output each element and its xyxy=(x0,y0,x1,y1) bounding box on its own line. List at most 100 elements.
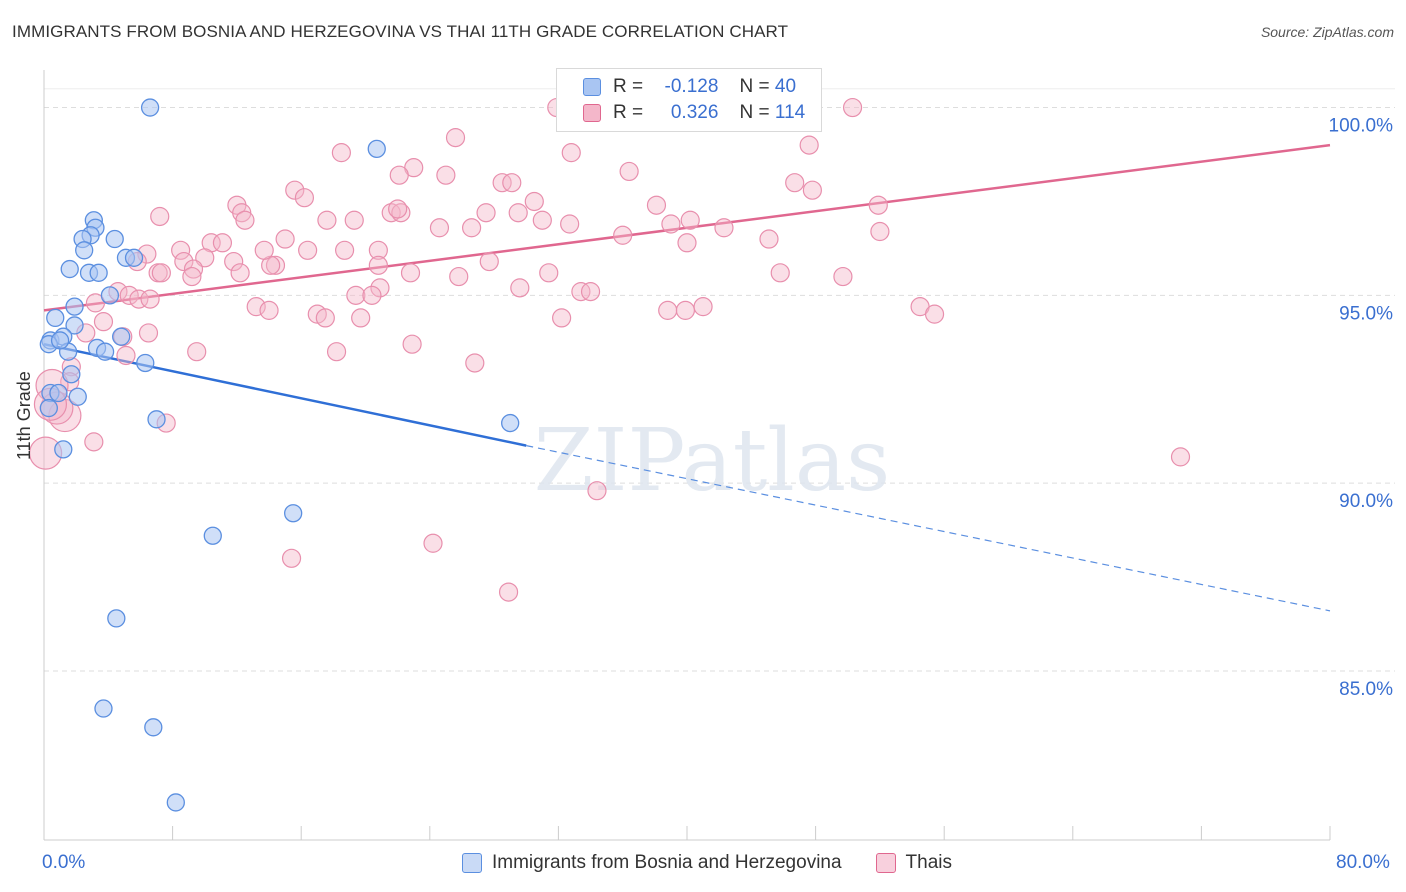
bosnia-point xyxy=(147,410,166,429)
thais-point xyxy=(85,293,106,313)
thais-point xyxy=(362,285,382,305)
legend-row-bosnia: R = -0.128 N = 40 xyxy=(583,75,796,99)
r-label: R = xyxy=(613,102,644,123)
thais-point xyxy=(402,334,422,354)
bosnia-point xyxy=(62,365,81,384)
thais-point xyxy=(799,135,819,155)
bosnia-point xyxy=(112,327,131,346)
y-axis-label: 11th Grade xyxy=(14,371,34,460)
thais-point xyxy=(317,210,337,230)
thais-point xyxy=(84,432,104,452)
grid-lines xyxy=(44,88,1395,672)
thais-point xyxy=(785,173,805,193)
bosnia-point xyxy=(284,504,303,523)
n-label: N = xyxy=(739,102,770,123)
thais-point xyxy=(524,191,544,212)
thais-point xyxy=(129,289,149,309)
thais-point xyxy=(326,342,347,362)
thais-point xyxy=(449,266,469,287)
legend-row-thais: R = 0.326 N = 114 xyxy=(583,101,805,125)
bosnia-point xyxy=(68,387,87,406)
thais-point xyxy=(335,240,355,260)
thais-point xyxy=(174,251,194,272)
thais-point xyxy=(389,165,409,185)
y-tick-label: 95.0% xyxy=(1339,303,1393,324)
bosnia-point xyxy=(89,263,108,282)
thais-point xyxy=(400,263,421,283)
bosnia-point xyxy=(94,699,113,718)
bosnia-point xyxy=(203,526,222,545)
bosnia-point xyxy=(144,718,163,737)
legend-label-thais: Thais xyxy=(905,852,953,873)
thais-point xyxy=(224,251,244,272)
thais-point xyxy=(116,345,136,366)
thais-point xyxy=(532,210,552,230)
bosnia-point xyxy=(46,308,65,328)
thais-point xyxy=(539,263,559,283)
bosnia-trend-line xyxy=(43,342,527,447)
thais-point xyxy=(187,342,207,362)
bosnia-point xyxy=(100,286,120,305)
thais-point xyxy=(714,218,734,238)
r-value: 0.326 xyxy=(670,102,719,123)
thais-point xyxy=(498,582,519,602)
thais-point xyxy=(661,214,681,234)
thais-point xyxy=(675,300,695,320)
y-tick-label: 100.0% xyxy=(1329,116,1394,137)
thais-point xyxy=(492,173,512,193)
thais-point xyxy=(560,214,580,234)
bosnia-point xyxy=(107,609,126,628)
thais-point xyxy=(285,180,305,200)
bosnia-point xyxy=(105,229,124,249)
legend-item-thais: Thais xyxy=(875,852,953,874)
thais-point xyxy=(677,233,697,253)
thais-point xyxy=(693,297,713,317)
thais-point xyxy=(275,229,295,249)
thais-point xyxy=(476,203,496,223)
thais-point xyxy=(254,240,274,260)
thais-point xyxy=(344,210,364,230)
x-tick-label-min: 0.0% xyxy=(42,852,86,873)
thais-point xyxy=(619,161,639,182)
watermark: ZIPatlas xyxy=(534,411,890,511)
thais-point xyxy=(138,323,159,343)
trend-lines xyxy=(43,143,1331,612)
thais-point xyxy=(294,188,315,208)
thais-point xyxy=(150,206,170,227)
thais-point xyxy=(246,297,266,317)
n-value: 40 xyxy=(774,76,797,97)
thais-point xyxy=(429,218,450,238)
thais-point xyxy=(368,255,388,275)
thais-point xyxy=(119,285,139,305)
y-tick-labels: 85.0% 90.0% 95.0% 100.0% xyxy=(1329,116,1394,700)
thais-point xyxy=(445,128,466,148)
thais-point xyxy=(461,218,482,238)
thais-point xyxy=(212,233,233,253)
thais-point xyxy=(171,240,191,260)
thais-swatch xyxy=(583,104,601,122)
thais-point xyxy=(368,240,388,260)
thais-point xyxy=(802,180,822,200)
bosnia-point xyxy=(136,353,155,373)
legend-label-bosnia: Immigrants from Bosnia and Herzegovina xyxy=(492,852,842,873)
bosnia-trend-extension xyxy=(526,445,1331,612)
thais-point xyxy=(502,173,522,193)
thais-point xyxy=(680,210,700,230)
bosnia-point xyxy=(124,248,144,267)
series-legend: Immigrants from Bosnia and Herzegovina T… xyxy=(462,852,986,874)
thais-point xyxy=(235,210,255,230)
bosnia-point xyxy=(50,331,70,350)
thais-point xyxy=(370,278,390,298)
thais-point xyxy=(646,195,667,215)
x-tick-label-max: 80.0% xyxy=(1336,852,1390,873)
bosnia-legend-swatch xyxy=(462,853,482,873)
thais-point xyxy=(281,548,302,568)
bosnia-point xyxy=(166,793,185,812)
thais-point xyxy=(571,282,591,302)
thais-point xyxy=(580,282,601,302)
thais-point xyxy=(140,289,160,309)
bosnia-swatch xyxy=(583,78,601,96)
thais-point xyxy=(298,240,318,260)
thais-point xyxy=(842,97,863,118)
n-value: 114 xyxy=(774,102,806,123)
